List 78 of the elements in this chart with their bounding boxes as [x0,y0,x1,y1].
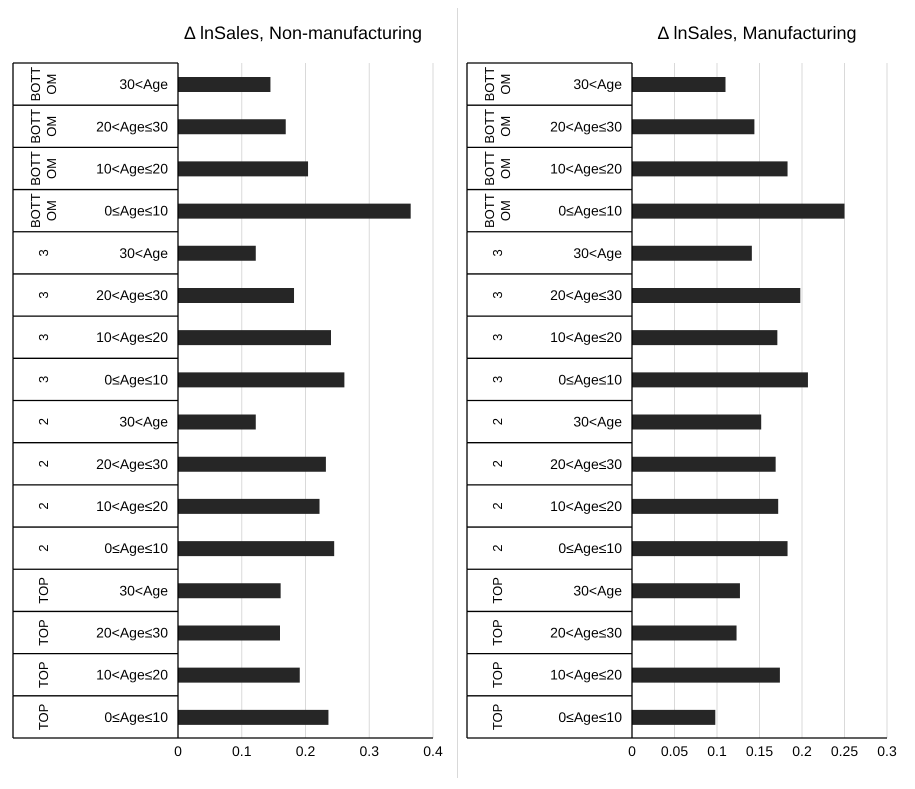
x-tick-label: 0.2 [792,742,812,759]
category-label: TOP 0≤Age≤10 [490,704,622,730]
bar [178,161,308,176]
category-label: TOP 30<Age [36,577,168,604]
category-label: 2 0≤Age≤10 [36,540,168,556]
bar [632,288,800,303]
x-tick-label: 0.3 [360,742,380,759]
bar [632,204,844,219]
x-tick-label: 0.1 [707,742,727,759]
bar [178,498,320,514]
x-tick-label: 0.15 [746,742,774,759]
bar [178,330,331,346]
x-tick-label: 0.05 [660,742,688,759]
bar [178,456,326,472]
category-label: 3 10<Age≤20 [490,329,622,346]
bar [632,161,788,176]
bar [178,246,256,261]
bar [632,246,752,261]
category-label: BOTTOM 30<Age [28,66,168,102]
category-label: TOP 10<Age≤20 [490,661,622,688]
category-label: 3 30<Age [36,244,168,261]
category-label: TOP 20<Age≤30 [490,619,622,646]
x-tick-label: 0.4 [423,742,443,759]
bar [632,498,778,514]
category-label: BOTTOM 30<Age [482,66,622,102]
bar [178,710,328,725]
category-label: 3 30<Age [490,244,622,261]
category-label: 2 10<Age≤20 [490,498,622,514]
bar [632,583,740,598]
x-tick-label: 0 [174,742,182,759]
category-label: 3 20<Age≤30 [36,287,168,304]
bar [632,119,754,134]
x-tick-label: 0.2 [296,742,316,759]
category-label: 2 20<Age≤30 [490,456,622,472]
category-label: 3 0≤Age≤10 [490,371,622,388]
category-label: TOP 20<Age≤30 [36,619,168,646]
bar [632,414,762,430]
chart-title: Δ lnSales, Non-manufacturing [182,22,422,45]
category-label: TOP 30<Age [490,577,622,604]
bar [632,541,788,556]
bar [178,288,294,303]
category-label: BOTTOM 10<Age≤20 [28,151,168,186]
category-label: BOTTOM 0≤Age≤10 [482,193,622,228]
chart-title: Δ lnSales, Manufacturing [656,22,857,45]
category-label: BOTTOM 0≤Age≤10 [28,193,168,228]
category-label: 2 30<Age [490,414,622,430]
category-label: 2 30<Age [36,414,168,430]
bar [632,330,778,346]
x-tick-label: 0 [628,742,636,759]
bar [178,583,281,598]
category-label: BOTTOM 20<Age≤30 [482,108,622,144]
bar [632,77,726,92]
category-label: 3 0≤Age≤10 [36,371,168,388]
bar [178,414,256,430]
bar [178,668,300,683]
bar [632,456,776,472]
bar [632,625,737,640]
category-label: TOP 10<Age≤20 [36,661,168,688]
x-tick-label: 0.25 [830,742,858,759]
bar [632,710,716,725]
x-tick-label: 0.1 [232,742,252,759]
category-label: BOTTOM 10<Age≤20 [482,151,622,186]
x-tick-label: 0.3 [877,742,897,759]
category-label: 2 20<Age≤30 [36,456,168,472]
bar [178,541,334,556]
category-label: 3 10<Age≤20 [36,329,168,346]
category-label: BOTTOM 20<Age≤30 [28,108,168,144]
category-label: 3 20<Age≤30 [490,287,622,304]
bar [178,625,280,640]
category-label: 2 0≤Age≤10 [490,540,622,556]
bar [178,204,411,219]
bar [178,77,270,92]
bar [632,372,808,388]
bar [178,119,286,134]
category-label: TOP 0≤Age≤10 [36,704,168,730]
bar [632,668,780,683]
category-label: 2 10<Age≤20 [36,498,168,514]
bar [178,372,344,388]
